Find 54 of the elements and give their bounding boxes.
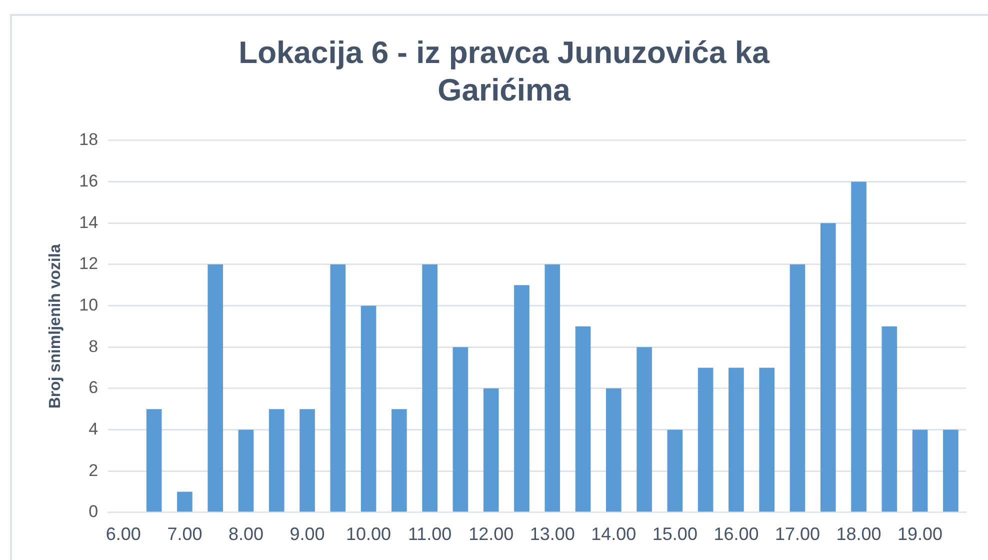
y-tick-label: 16 bbox=[79, 171, 98, 190]
bar bbox=[177, 492, 192, 512]
bar bbox=[882, 326, 898, 512]
y-tick-label: 0 bbox=[88, 502, 98, 522]
x-tick-label: 18.00 bbox=[836, 524, 882, 544]
bar bbox=[728, 368, 744, 512]
y-axis-title: Broj snimljenih vozila bbox=[47, 244, 64, 409]
bar bbox=[636, 347, 652, 512]
bar bbox=[452, 347, 468, 512]
bar bbox=[268, 409, 284, 512]
bar bbox=[912, 430, 928, 512]
text: Lokacija 6 - iz pravca Junuzovića ka bbox=[238, 35, 770, 70]
y-tick-label: 4 bbox=[88, 419, 98, 438]
bar bbox=[422, 264, 438, 512]
bar bbox=[392, 409, 407, 512]
bar bbox=[544, 264, 560, 512]
bar bbox=[238, 430, 254, 512]
bar bbox=[790, 264, 806, 512]
y-tick-label: 10 bbox=[79, 295, 98, 314]
x-tick-label: 11.00 bbox=[408, 524, 452, 544]
bar bbox=[667, 430, 683, 512]
y-tick-label: 12 bbox=[79, 254, 98, 274]
y-tick-label: 2 bbox=[88, 460, 98, 480]
text: Garićima bbox=[438, 72, 570, 108]
bar bbox=[146, 409, 162, 512]
bar bbox=[300, 409, 315, 512]
bar bbox=[943, 430, 958, 512]
bar bbox=[698, 368, 714, 512]
x-tick-label: 8.00 bbox=[228, 524, 264, 544]
x-tick-label: 16.00 bbox=[714, 524, 759, 544]
bar bbox=[575, 326, 591, 512]
bar bbox=[606, 388, 622, 512]
x-tick-label: 13.00 bbox=[530, 524, 575, 544]
x-tick-label: 19.00 bbox=[898, 524, 943, 544]
x-tick-label: 12.00 bbox=[468, 524, 514, 544]
bar bbox=[360, 306, 376, 512]
y-tick-label: 6 bbox=[88, 378, 98, 398]
x-tick-label: 9.00 bbox=[290, 524, 325, 544]
x-tick-label: 6.00 bbox=[106, 524, 141, 544]
bar bbox=[208, 264, 224, 512]
x-tick-label: 14.00 bbox=[591, 524, 636, 544]
y-tick-label: 14 bbox=[79, 212, 98, 232]
y-tick-label: 18 bbox=[79, 130, 98, 150]
x-tick-label: 7.00 bbox=[167, 524, 202, 544]
bar bbox=[483, 388, 499, 512]
bar bbox=[330, 264, 346, 512]
x-tick-label: 17.00 bbox=[774, 524, 820, 544]
bar bbox=[851, 182, 866, 512]
x-tick-label: 15.00 bbox=[652, 524, 698, 544]
bar bbox=[759, 368, 775, 512]
y-tick-label: 8 bbox=[88, 336, 98, 356]
x-tick-label: 10.00 bbox=[346, 524, 392, 544]
bar bbox=[514, 285, 530, 512]
bar bbox=[820, 223, 836, 512]
